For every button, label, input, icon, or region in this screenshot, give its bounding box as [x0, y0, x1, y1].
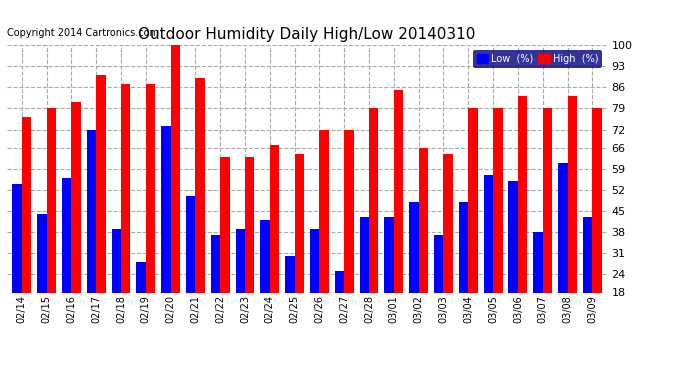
Bar	[518, 96, 527, 347]
Bar	[195, 78, 205, 347]
Bar	[567, 96, 577, 347]
Bar	[87, 129, 96, 347]
Bar	[270, 145, 279, 347]
Bar	[22, 117, 31, 347]
Bar	[469, 108, 477, 347]
Bar	[434, 235, 444, 347]
Bar	[96, 75, 106, 347]
Bar	[592, 108, 602, 347]
Bar	[235, 229, 245, 347]
Bar	[394, 90, 403, 347]
Legend: Low  (%), High  (%): Low (%), High (%)	[473, 50, 602, 68]
Bar	[583, 217, 592, 347]
Bar	[384, 217, 394, 347]
Bar	[137, 262, 146, 347]
Bar	[211, 235, 220, 347]
Bar	[71, 102, 81, 347]
Bar	[484, 175, 493, 347]
Bar	[161, 126, 170, 347]
Bar	[444, 154, 453, 347]
Bar	[12, 184, 22, 347]
Bar	[186, 196, 195, 347]
Bar	[47, 108, 56, 347]
Bar	[295, 154, 304, 347]
Bar	[170, 45, 180, 347]
Bar	[459, 202, 469, 347]
Bar	[319, 129, 329, 347]
Bar	[335, 272, 344, 347]
Bar	[285, 256, 295, 347]
Text: Copyright 2014 Cartronics.com: Copyright 2014 Cartronics.com	[7, 28, 159, 38]
Bar	[344, 129, 354, 347]
Bar	[543, 108, 552, 347]
Bar	[359, 217, 369, 347]
Bar	[533, 232, 543, 347]
Bar	[112, 229, 121, 347]
Title: Outdoor Humidity Daily High/Low 20140310: Outdoor Humidity Daily High/Low 20140310	[139, 27, 475, 42]
Bar	[509, 181, 518, 347]
Bar	[493, 108, 502, 347]
Bar	[146, 84, 155, 347]
Bar	[419, 148, 428, 347]
Bar	[310, 229, 319, 347]
Bar	[558, 163, 567, 347]
Bar	[37, 214, 47, 347]
Bar	[245, 157, 255, 347]
Bar	[409, 202, 419, 347]
Bar	[369, 108, 379, 347]
Bar	[62, 178, 71, 347]
Bar	[220, 157, 230, 347]
Bar	[260, 220, 270, 347]
Bar	[121, 84, 130, 347]
